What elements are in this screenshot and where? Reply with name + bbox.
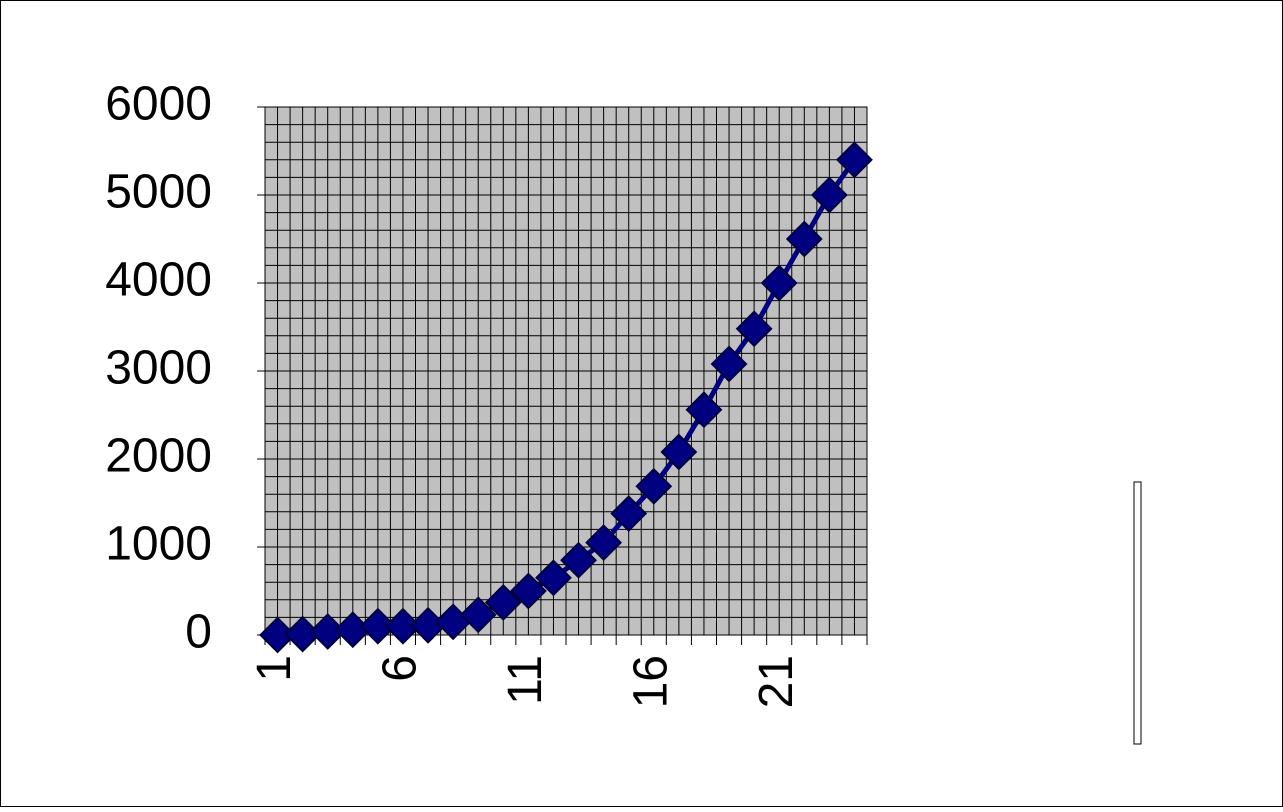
y-tick-label: 2000 xyxy=(105,430,212,483)
y-tick-label: 5000 xyxy=(105,166,212,219)
y-tick-label: 4000 xyxy=(105,254,212,307)
y-tick-label: 6000 xyxy=(105,78,212,131)
x-tick-label: 16 xyxy=(624,655,677,708)
marker xyxy=(484,584,522,621)
marker xyxy=(836,141,873,179)
marker xyxy=(660,433,698,471)
marker xyxy=(509,572,547,610)
x-tick-label: 21 xyxy=(750,655,803,708)
marker xyxy=(560,541,597,579)
marker xyxy=(459,596,497,634)
marker xyxy=(384,607,422,645)
marker xyxy=(785,220,823,258)
marker xyxy=(359,607,397,645)
marker xyxy=(585,524,623,562)
x-tick-label: 6 xyxy=(374,655,427,682)
marker xyxy=(810,176,848,214)
marker xyxy=(535,559,572,597)
marker xyxy=(710,345,748,383)
marker xyxy=(685,391,723,429)
y-tick-label: 1000 xyxy=(105,518,212,571)
x-tick-label: 11 xyxy=(499,655,552,705)
y-tick-label: 0 xyxy=(185,606,212,659)
marker xyxy=(760,264,798,302)
y-tick-label: 3000 xyxy=(105,342,212,395)
x-tick-label: 1 xyxy=(248,655,301,682)
marker xyxy=(635,467,673,505)
marker xyxy=(259,616,296,654)
marker xyxy=(610,495,648,532)
legend xyxy=(1133,481,1142,745)
marker xyxy=(735,310,773,348)
